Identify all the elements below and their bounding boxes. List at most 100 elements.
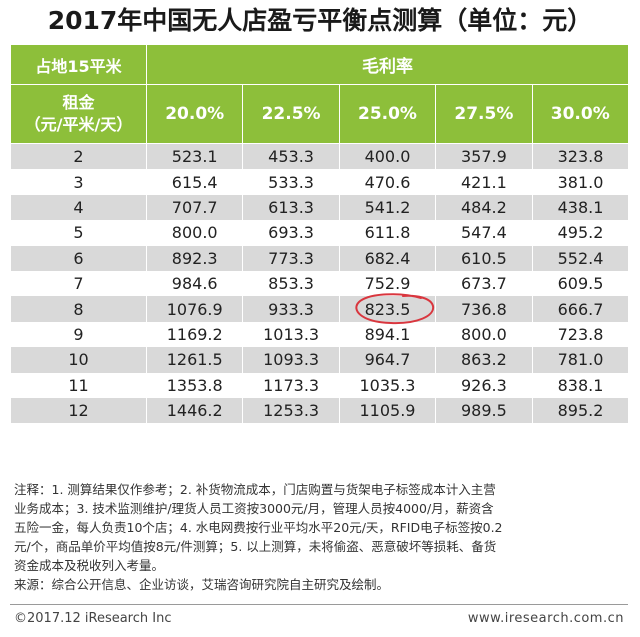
value-cell: 421.1: [435, 169, 533, 195]
value-cell: 1013.3: [242, 321, 340, 348]
note-line: 资金成本及税收列入考量。: [14, 558, 165, 573]
value-cell: 736.8: [435, 296, 533, 322]
value-cell: 673.7: [435, 270, 533, 297]
value-cell: 541.2: [338, 194, 436, 221]
rent-cell: 11: [10, 372, 147, 398]
value-cell: 609.5: [531, 270, 629, 297]
rent-cell: 4: [10, 194, 147, 221]
area-header: 占地15平米: [10, 44, 147, 85]
value-cell: 533.3: [242, 169, 340, 195]
value-cell: 323.8: [531, 143, 629, 170]
value-cell: 895.2: [531, 397, 629, 424]
value-cell: 1261.5: [145, 347, 243, 373]
value-cell: 752.9: [338, 270, 436, 297]
table-row: 7 984.6 853.3 752.9 673.7 609.5: [10, 270, 629, 297]
table-row: 4 707.7 613.3 541.2 484.2 438.1: [10, 194, 629, 221]
rent-cell: 12: [10, 397, 147, 424]
note-line: 注释：1. 测算结果仅作参考；2. 补货物流成本，门店购置与货架电子标签成本计入…: [14, 482, 496, 497]
website-text: www.iresearch.com.cn: [467, 611, 624, 626]
margin-col-header: 22.5%: [242, 84, 340, 144]
highlighted-value-wrap: 823.5: [354, 292, 434, 324]
value-cell: 615.4: [145, 169, 243, 195]
value-cell: 1169.2: [145, 321, 243, 348]
value-cell: 863.2: [435, 347, 533, 373]
highlighted-value: 823.5: [364, 299, 411, 319]
value-cell: 853.3: [242, 270, 340, 297]
value-cell: 838.1: [531, 372, 629, 398]
value-cell: 984.6: [145, 270, 243, 297]
value-cell: 357.9: [435, 143, 533, 170]
page-title: 2017年中国无人店盈亏平衡点测算（单位：元）: [47, 6, 593, 35]
value-cell: 400.0: [338, 143, 436, 170]
table-row: 12 1446.2 1253.3 1105.9 989.5 895.2: [10, 397, 629, 424]
value-cell: 381.0: [531, 169, 629, 195]
notes-block: 注释：1. 测算结果仅作参考；2. 补货物流成本，门店购置与货架电子标签成本计入…: [14, 480, 626, 594]
rent-header: 租金 （元/平米/天）: [10, 84, 147, 144]
value-cell: 693.3: [242, 220, 340, 246]
footer-divider: [10, 604, 628, 605]
rent-header-line1: 租金: [62, 93, 95, 112]
value-cell: 800.0: [435, 321, 533, 348]
value-cell: 470.6: [338, 169, 436, 195]
rent-cell: 10: [10, 347, 147, 373]
value-cell: 453.3: [242, 143, 340, 170]
breakeven-table-container: 占地15平米 毛利率 租金 （元/平米/天） 20.0% 22.5% 25.0%…: [10, 44, 629, 424]
table-row: 8 1076.9 933.3 823.5 736.8 666.7: [10, 292, 629, 324]
copyright-text: ©2017.12 iResearch Inc: [14, 611, 172, 626]
value-cell: 773.3: [242, 245, 340, 271]
table-body: 2 523.1 453.3 400.0 357.9 323.8 3 615.4 533.3 470…: [10, 143, 629, 424]
value-cell: 613.3: [242, 194, 340, 221]
value-cell: 892.3: [145, 245, 243, 271]
rent-cell: 3: [10, 169, 147, 195]
value-cell: 781.0: [531, 347, 629, 373]
value-cell: 682.4: [338, 245, 436, 271]
rent-cell: 6: [10, 245, 147, 271]
note-line: 元/个，商品单价平均值按8元/件测算；5. 以上测算，未将偷盗、恶意破坏等损耗、…: [14, 539, 497, 554]
value-cell: 495.2: [531, 220, 629, 246]
rent-cell: 2: [10, 143, 147, 170]
value-cell: 1446.2: [145, 397, 243, 424]
value-cell: 547.4: [435, 220, 533, 246]
value-cell: 1173.3: [242, 372, 340, 398]
rent-cell: 8: [10, 296, 147, 322]
value-cell: 1035.3: [338, 372, 436, 398]
value-cell: 964.7: [338, 347, 436, 373]
table-row: 2 523.1 453.3 400.0 357.9 323.8: [10, 143, 629, 170]
table-row: 3 615.4 533.3 470.6 421.1 381.0: [10, 169, 629, 195]
rent-cell: 7: [10, 270, 147, 297]
value-cell: 1076.9: [145, 296, 243, 322]
value-cell: 610.5: [435, 245, 533, 271]
value-cell: 666.7: [531, 296, 629, 322]
margin-col-header: 25.0%: [338, 84, 437, 144]
value-cell: 1253.3: [242, 397, 340, 424]
margin-col-header: 20.0%: [145, 84, 244, 144]
value-cell: 894.1: [338, 321, 436, 348]
value-cell: 1353.8: [145, 372, 243, 398]
value-cell: 926.3: [435, 372, 533, 398]
table-row: 9 1169.2 1013.3 894.1 800.0 723.8: [10, 321, 629, 348]
value-cell: 1093.3: [242, 347, 340, 373]
value-cell: 989.5: [435, 397, 533, 424]
value-cell: 438.1: [531, 194, 629, 221]
table-row: 6 892.3 773.3 682.4 610.5 552.4: [10, 245, 629, 271]
value-cell: 723.8: [531, 321, 629, 348]
gross-margin-header: 毛利率: [146, 44, 629, 85]
margin-col-header: 27.5%: [435, 84, 533, 144]
value-cell: 707.7: [145, 194, 243, 221]
value-cell: 484.2: [435, 194, 533, 221]
value-cell: 800.0: [145, 220, 243, 246]
value-cell: 552.4: [531, 245, 629, 271]
rent-cell: 5: [10, 220, 147, 246]
note-line: 业务成本；3. 技术监测维护/理货人员工资按3000元/月，管理人员按4000/…: [14, 501, 494, 516]
table-row: 5 800.0 693.3 611.8 547.4 495.2: [10, 220, 629, 246]
note-line: 五险一金，每人负责10个店；4. 水电网费按行业平均水平20元/天，RFID电子…: [14, 520, 503, 535]
table-row: 11 1353.8 1173.3 1035.3 926.3 838.1: [10, 372, 629, 398]
rent-header-line2: （元/平米/天）: [24, 115, 133, 134]
rent-cell: 9: [10, 321, 147, 348]
margin-col-header: 30.0%: [531, 84, 629, 144]
value-cell: 933.3: [242, 296, 340, 322]
value-cell: 611.8: [338, 220, 436, 246]
breakeven-table: 占地15平米 毛利率 租金 （元/平米/天） 20.0% 22.5% 25.0%…: [10, 44, 629, 424]
value-cell: 523.1: [145, 143, 243, 170]
value-cell: 1105.9: [338, 397, 436, 424]
